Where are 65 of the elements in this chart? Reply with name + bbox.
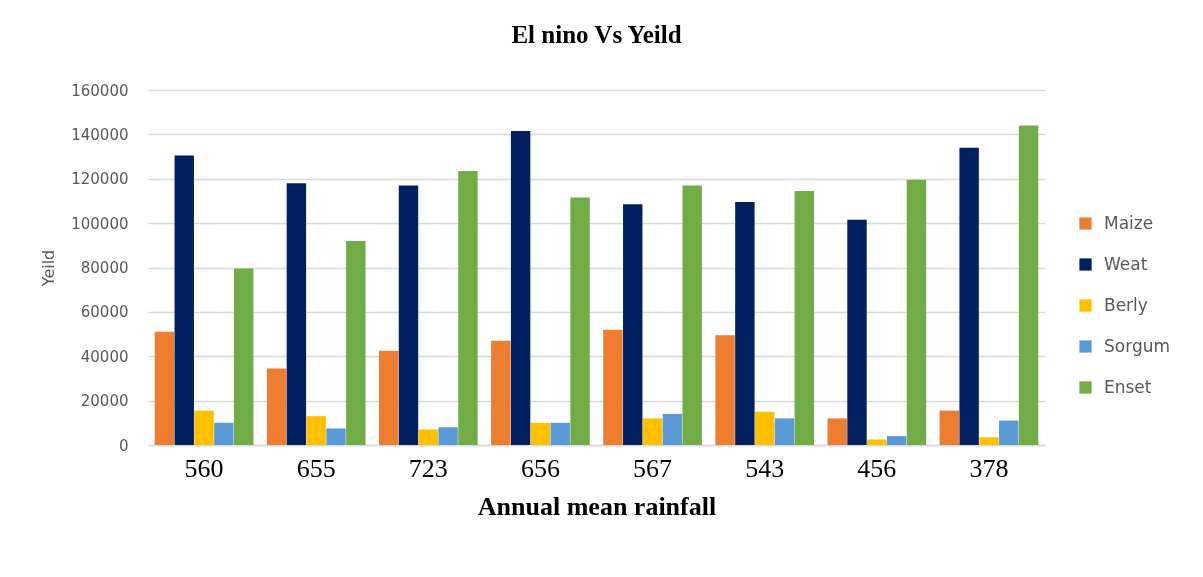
bar	[642, 418, 663, 445]
bar	[378, 350, 399, 445]
bar	[623, 204, 643, 445]
bar	[979, 437, 999, 445]
bar	[867, 439, 887, 445]
bar	[346, 240, 366, 445]
y-tick-label: 80000	[80, 259, 129, 277]
y-axis-title: Yeild	[39, 249, 59, 288]
x-tick-label: 456	[857, 453, 897, 483]
bar	[906, 179, 927, 445]
bar	[233, 268, 254, 445]
bar	[458, 170, 478, 445]
x-tick-label: 378	[969, 453, 1009, 483]
chart-title: El nino Vs Yeild	[511, 21, 682, 48]
bar	[939, 410, 960, 445]
bar	[999, 420, 1019, 445]
bar	[510, 131, 531, 445]
bar	[603, 329, 623, 445]
x-tick-label: 656	[520, 453, 560, 483]
x-axis-title: Annual mean rainfall	[477, 491, 717, 521]
bar	[266, 368, 287, 445]
y-tick-label: 100000	[71, 214, 129, 233]
bar	[398, 185, 419, 445]
y-tick-label: 40000	[80, 347, 129, 366]
bar	[959, 147, 979, 445]
bar	[326, 428, 346, 445]
x-tick-label: 655	[296, 453, 336, 483]
y-tick-label: 60000	[80, 303, 129, 322]
bar	[794, 190, 815, 445]
x-tick-label: 723	[408, 453, 448, 483]
x-tick-label: 567	[633, 453, 673, 483]
legend-label: Weat	[1104, 253, 1148, 274]
bar	[1018, 125, 1039, 445]
bar	[886, 436, 907, 445]
y-tick-label: 160000	[71, 81, 129, 100]
bar	[570, 197, 590, 445]
legend-label: Maize	[1104, 212, 1154, 233]
bar	[491, 340, 511, 445]
bar	[530, 422, 551, 445]
bar	[214, 422, 234, 445]
bar	[735, 202, 755, 445]
legend-label: Sorgum	[1104, 335, 1171, 356]
y-tick-label: 120000	[71, 170, 129, 189]
x-tick-label: 543	[745, 453, 785, 483]
bar	[774, 418, 795, 445]
bar	[194, 410, 214, 445]
legend-label: Enset	[1104, 376, 1152, 397]
bar	[827, 418, 847, 445]
y-tick-label: 140000	[71, 125, 129, 144]
bar	[438, 427, 458, 445]
bar	[715, 335, 735, 445]
bar	[754, 411, 775, 445]
y-tick-label: 20000	[80, 392, 129, 411]
bar	[682, 185, 702, 445]
legend-label: Berly	[1104, 294, 1148, 315]
bar	[286, 183, 307, 445]
bar	[306, 416, 326, 445]
bar	[550, 422, 570, 445]
bar	[154, 331, 175, 445]
bar	[174, 155, 194, 445]
bar	[662, 413, 683, 445]
bar	[418, 429, 439, 445]
bar	[847, 219, 867, 445]
y-tick-label: 0	[118, 436, 129, 455]
x-tick-label: 560	[184, 453, 224, 483]
